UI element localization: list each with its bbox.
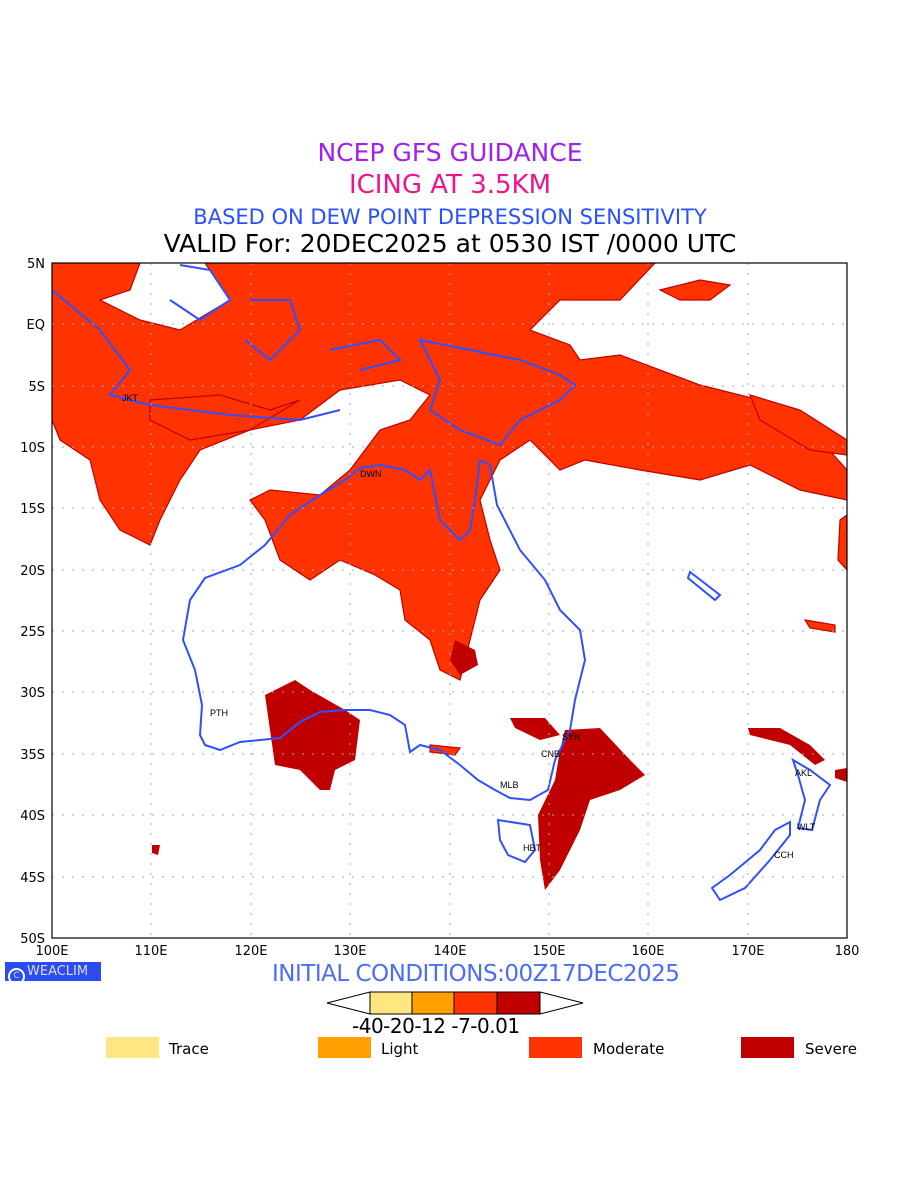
copyright-icon: C	[8, 968, 25, 985]
icing-moderate-area	[658, 279, 732, 301]
title-line3: BASED ON DEW POINT DEPRESSION SENSITIVIT…	[193, 205, 707, 229]
colorbar-ticks: -40-20-12 -7-0.01	[352, 1014, 520, 1038]
weaclim-logo: C WEACLIM	[5, 962, 101, 985]
city-label: PTH	[210, 708, 228, 718]
coastlines	[52, 264, 832, 902]
icing-fields	[52, 263, 847, 902]
icing-severe-area	[748, 728, 825, 765]
icing-moderate-area	[803, 619, 836, 633]
city-label: HBT	[523, 843, 542, 853]
lat-label: EQ	[27, 318, 45, 333]
legend-swatch-light	[318, 1037, 371, 1058]
city-label: JKT	[122, 393, 139, 403]
legend-label-light: Light	[381, 1040, 419, 1058]
lon-label: 180	[835, 944, 860, 959]
colorbar-moderate	[453, 991, 498, 1015]
lon-label: 100E	[35, 944, 68, 959]
new-caledonia-coast	[686, 570, 722, 602]
colorbar-trace	[369, 991, 413, 1015]
lon-label: 160E	[631, 944, 664, 959]
nz-north-island-coast	[791, 757, 832, 832]
lon-label: 170E	[731, 944, 764, 959]
icing-moderate-area	[837, 514, 847, 571]
legend-label-trace: Trace	[169, 1040, 209, 1058]
city-label: SYN	[562, 732, 581, 742]
colorbar	[326, 991, 584, 1015]
lat-label: 50S	[20, 932, 45, 947]
lat-label: 20S	[20, 564, 45, 579]
indonesia-coast	[52, 264, 402, 422]
lat-label: 35S	[20, 748, 45, 763]
icing-severe-area	[835, 768, 847, 782]
city-label: CNB	[541, 749, 560, 759]
icing-severe-area	[510, 718, 560, 740]
icing-moderate-area	[149, 394, 301, 441]
lat-label: 25S	[20, 625, 45, 640]
legend-swatch-trace	[106, 1037, 159, 1058]
city-label: MLB	[500, 780, 519, 790]
title-line2: ICING AT 3.5KM	[348, 170, 552, 200]
icing-moderate-area	[52, 263, 847, 681]
icing-moderate-area	[429, 744, 462, 756]
map-frame	[51, 262, 848, 939]
lon-label: 120E	[234, 944, 267, 959]
tasmania-coast	[496, 818, 537, 864]
lat-label: 15S	[20, 502, 45, 517]
colorbar-severe	[496, 991, 541, 1015]
city-label: AKL	[795, 768, 812, 778]
legend-label-severe: Severe	[805, 1040, 857, 1058]
nz-south-island-coast	[710, 820, 791, 902]
legend-swatch-moderate	[529, 1037, 582, 1058]
logo-text: WEACLIM	[27, 964, 89, 979]
title-line1: NCEP GFS GUIDANCE	[317, 138, 583, 167]
lon-label: 130E	[333, 944, 366, 959]
lat-label: 5S	[28, 380, 45, 395]
legend-swatch-severe	[741, 1037, 794, 1058]
city-label: DWN	[360, 469, 382, 479]
initial-conditions: INITIAL CONDITIONS:00Z17DEC2025	[272, 961, 680, 987]
lon-label: 110E	[134, 944, 167, 959]
lon-label: 150E	[532, 944, 565, 959]
city-label: WLT	[797, 822, 816, 832]
australia-coast	[181, 458, 587, 802]
lat-label: 5N	[27, 257, 45, 272]
icing-moderate-area	[748, 394, 847, 456]
icing-severe-area	[538, 728, 645, 890]
lat-label: 10S	[20, 441, 45, 456]
icing-severe-area	[265, 680, 360, 790]
icing-severe-area	[450, 640, 478, 675]
lon-label: 140E	[433, 944, 466, 959]
png-new-guinea-coast	[418, 338, 577, 447]
lat-label: 30S	[20, 686, 45, 701]
lat-label: 45S	[20, 871, 45, 886]
colorbar-light	[411, 991, 455, 1015]
colorbar-right-arrow	[539, 991, 584, 1015]
city-label: CCH	[774, 850, 794, 860]
icing-severe-area	[152, 845, 160, 855]
colorbar-left-arrow	[326, 991, 371, 1015]
valid-time: VALID For: 20DEC2025 at 0530 IST /0000 U…	[163, 229, 737, 258]
lat-label: 40S	[20, 809, 45, 824]
legend-label-moderate: Moderate	[593, 1040, 665, 1058]
